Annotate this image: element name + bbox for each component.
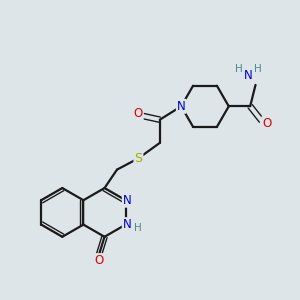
Text: O: O [262, 117, 272, 130]
Text: N: N [244, 69, 253, 82]
Text: S: S [134, 152, 142, 165]
Text: H: H [254, 64, 262, 74]
Text: H: H [235, 64, 243, 74]
Text: N: N [177, 100, 186, 113]
Text: O: O [134, 107, 143, 120]
Text: H: H [134, 223, 142, 233]
Text: O: O [94, 254, 104, 267]
Text: N: N [123, 218, 131, 231]
Text: N: N [123, 194, 131, 207]
